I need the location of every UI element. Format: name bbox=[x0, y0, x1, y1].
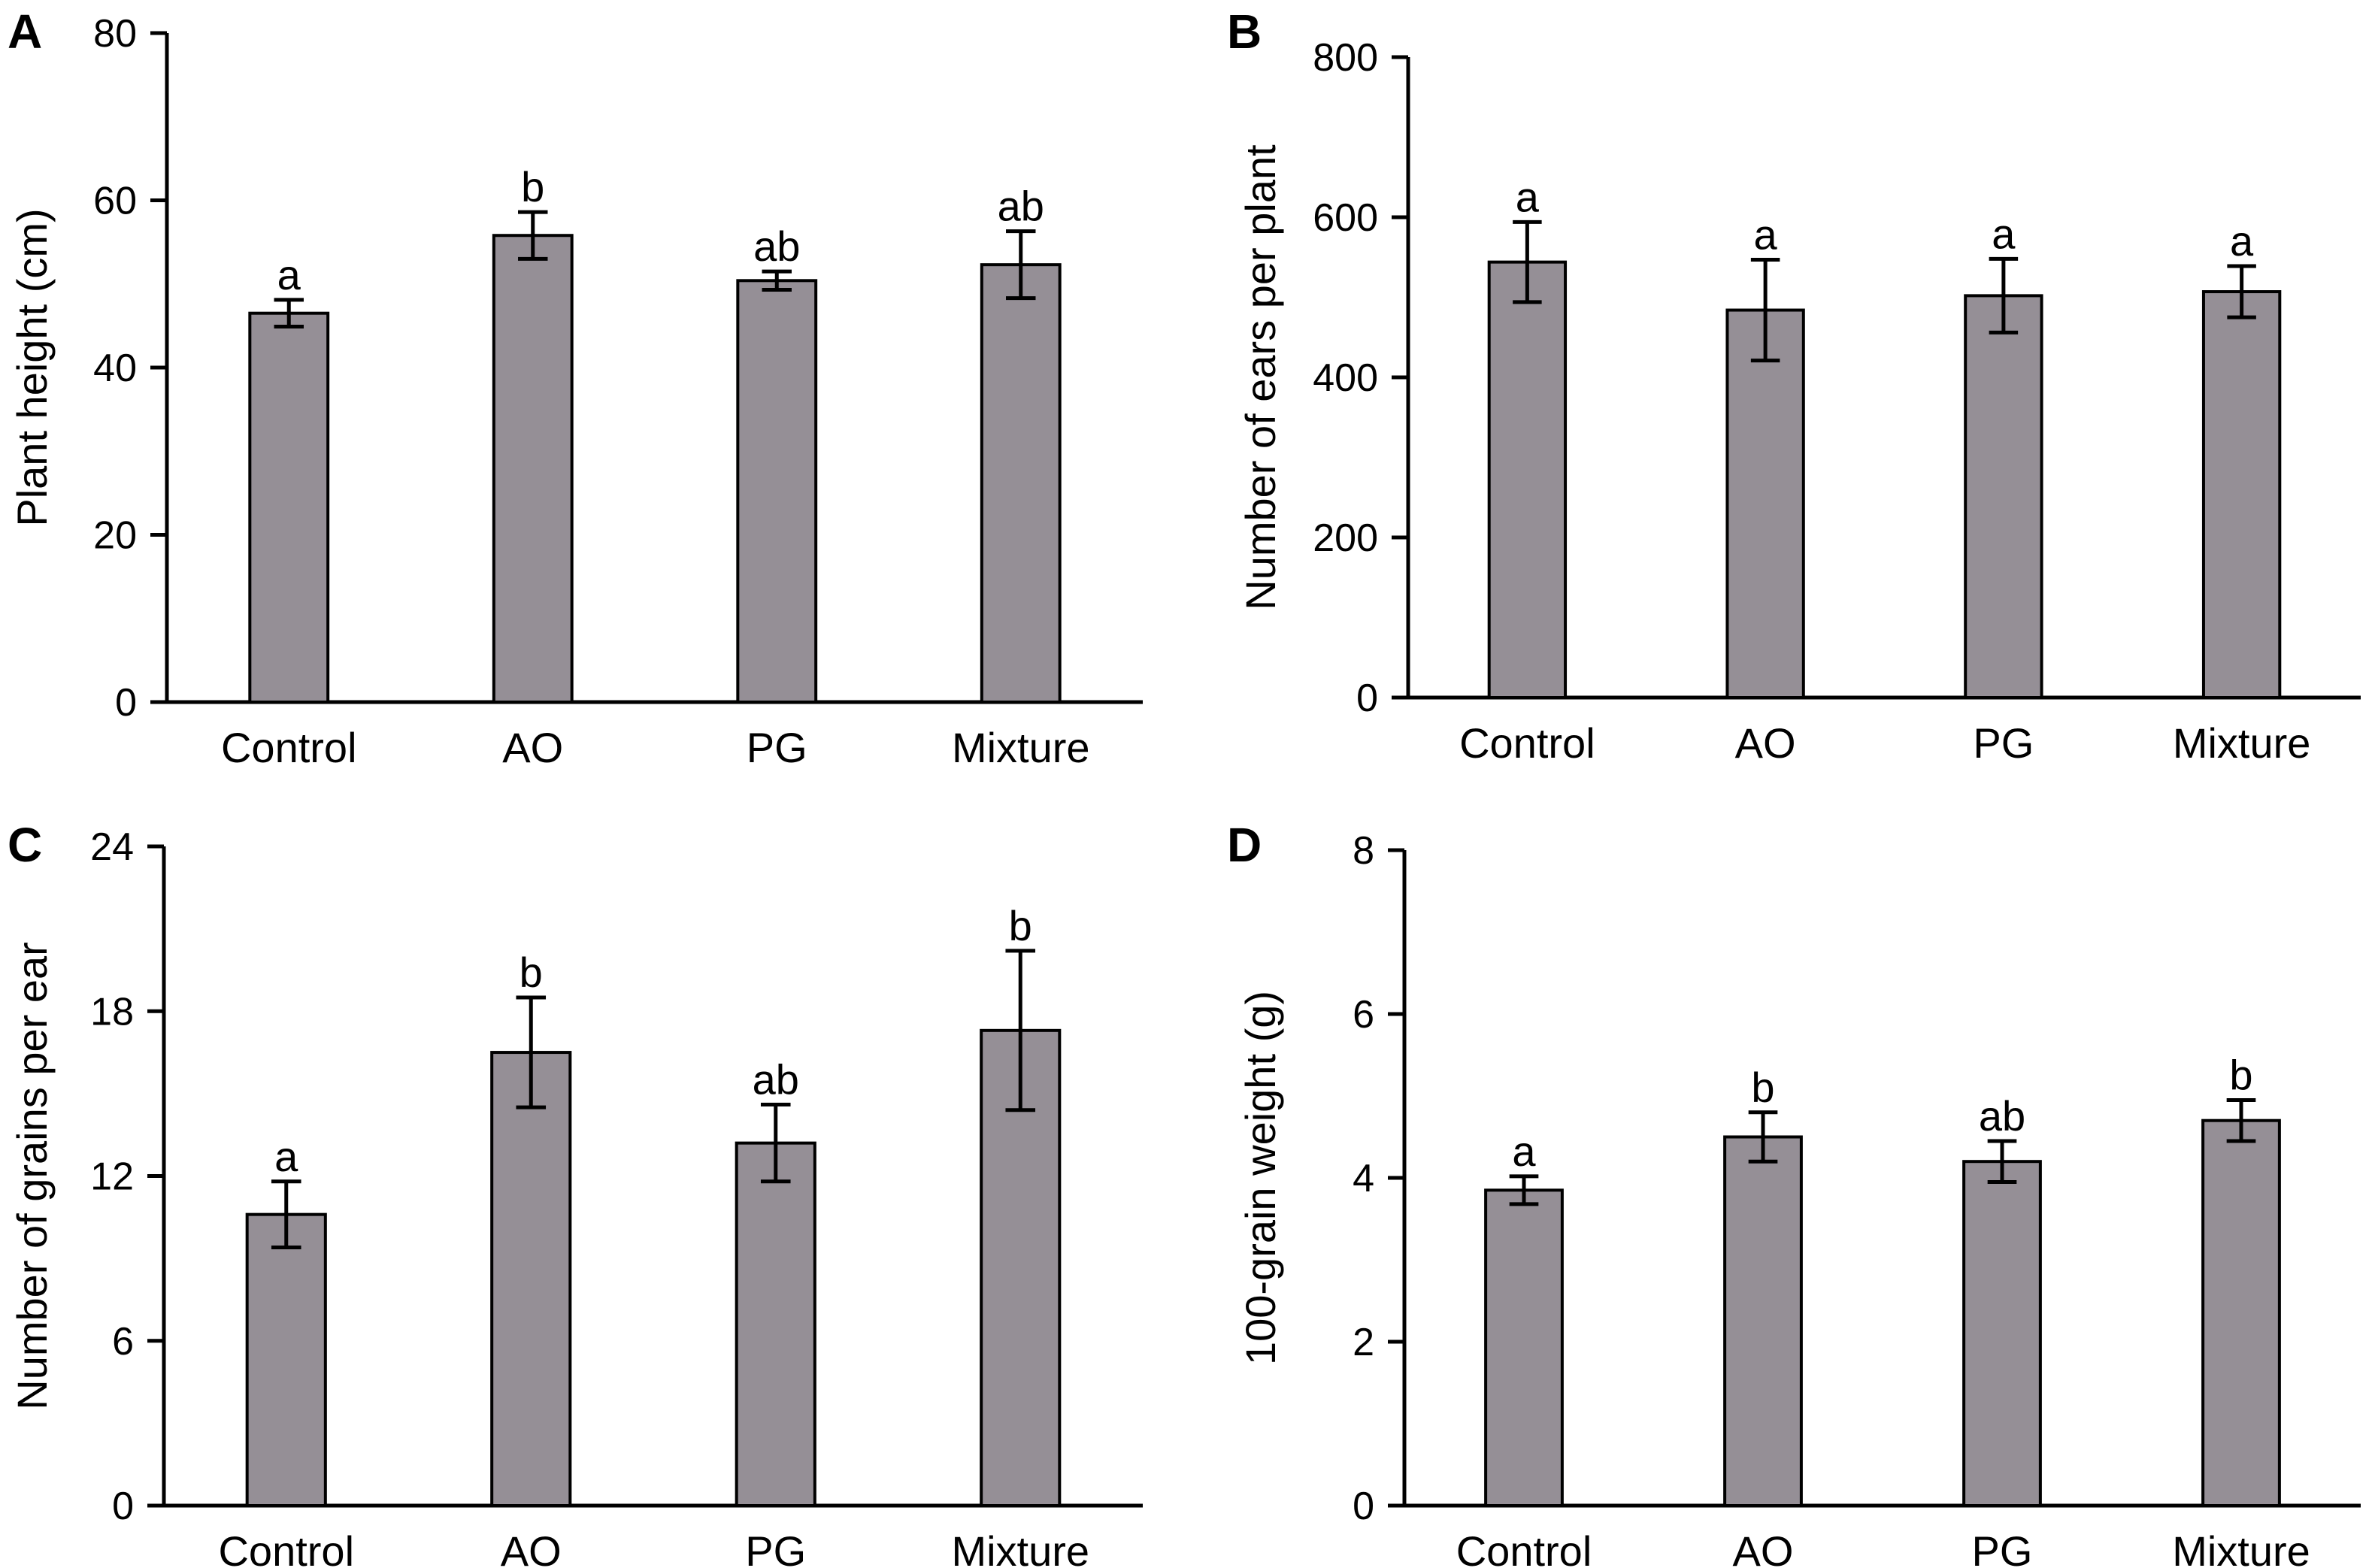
x-tick-label: Control bbox=[218, 1527, 354, 1568]
x-tick-label: Control bbox=[1459, 719, 1595, 767]
significance-label: ab bbox=[1979, 1092, 2025, 1140]
panel-letter: B bbox=[1227, 5, 1262, 59]
y-tick-label: 80 bbox=[93, 12, 137, 56]
y-tick-label: 0 bbox=[1356, 677, 1378, 720]
significance-label: b bbox=[521, 163, 544, 210]
x-tick-label: PG bbox=[1973, 719, 2034, 767]
y-tick-label: 12 bbox=[90, 1155, 134, 1199]
significance-label: b bbox=[2229, 1051, 2252, 1098]
y-tick-label: 20 bbox=[93, 514, 137, 558]
x-tick-label: Mixture bbox=[2172, 1527, 2310, 1568]
y-tick-label: 6 bbox=[112, 1320, 134, 1364]
y-tick-label: 2 bbox=[1353, 1321, 1374, 1364]
y-tick-label: 24 bbox=[90, 825, 134, 869]
bar-control bbox=[248, 311, 330, 704]
significance-label: a bbox=[274, 1133, 298, 1180]
y-axis-title: 100-grain weight (g) bbox=[1237, 991, 1284, 1365]
x-tick-label: Mixture bbox=[951, 1527, 1089, 1568]
x-tick-label: AO bbox=[1733, 1527, 1794, 1568]
panel-letter: A bbox=[8, 5, 42, 59]
bar-pg bbox=[735, 1141, 816, 1508]
y-axis-title: Plant height (cm) bbox=[8, 208, 56, 526]
significance-label: a bbox=[1516, 173, 1540, 220]
x-tick-label: PG bbox=[747, 724, 807, 771]
bar-pg bbox=[1962, 1160, 2042, 1507]
x-tick-label: Mixture bbox=[2173, 719, 2311, 767]
y-tick-label: 0 bbox=[115, 681, 137, 725]
bar-control bbox=[1484, 1188, 1564, 1507]
panel-letter: C bbox=[8, 818, 42, 872]
bar-ao bbox=[1725, 308, 1805, 700]
x-tick-label: PG bbox=[745, 1527, 806, 1568]
x-tick-label: AO bbox=[1735, 719, 1796, 767]
bar-control bbox=[1487, 260, 1568, 699]
panel-letter: D bbox=[1227, 818, 1262, 872]
significance-label: a bbox=[1992, 210, 2016, 257]
significance-label: ab bbox=[998, 183, 1044, 230]
bar-ao bbox=[492, 234, 574, 704]
significance-label: a bbox=[1754, 210, 1778, 258]
bar-control bbox=[245, 1212, 327, 1507]
y-tick-label: 400 bbox=[1313, 356, 1378, 400]
significance-label: b bbox=[1751, 1064, 1774, 1111]
y-tick-label: 60 bbox=[93, 180, 137, 223]
significance-label: ab bbox=[753, 222, 800, 270]
y-tick-label: 6 bbox=[1353, 993, 1374, 1037]
x-tick-label: AO bbox=[501, 1527, 562, 1568]
significance-label: a bbox=[277, 251, 301, 298]
bar-ao bbox=[490, 1051, 572, 1507]
significance-label: b bbox=[520, 949, 543, 996]
y-tick-label: 600 bbox=[1313, 196, 1378, 240]
bar-ao bbox=[1723, 1135, 1803, 1507]
bar-mixture bbox=[2201, 1118, 2281, 1507]
x-tick-label: Control bbox=[221, 724, 357, 771]
bar-mixture bbox=[980, 263, 1062, 704]
significance-label: ab bbox=[753, 1055, 799, 1103]
significance-label: a bbox=[1512, 1128, 1536, 1175]
x-tick-label: PG bbox=[1972, 1527, 2033, 1568]
bar-mixture bbox=[2201, 290, 2282, 700]
x-tick-label: AO bbox=[502, 724, 563, 771]
y-tick-label: 18 bbox=[90, 990, 134, 1034]
bar-mixture bbox=[980, 1028, 1062, 1508]
y-tick-label: 0 bbox=[112, 1485, 134, 1528]
y-tick-label: 800 bbox=[1313, 36, 1378, 80]
y-tick-label: 0 bbox=[1353, 1485, 1374, 1528]
x-tick-label: Control bbox=[1456, 1527, 1592, 1568]
bar-pg bbox=[1964, 294, 2043, 699]
x-tick-label: Mixture bbox=[952, 724, 1090, 771]
bar-pg bbox=[736, 279, 818, 704]
y-tick-label: 4 bbox=[1353, 1157, 1374, 1200]
y-tick-label: 40 bbox=[93, 347, 137, 390]
y-axis-title: Number of grains per ear bbox=[8, 942, 56, 1410]
significance-label: a bbox=[2230, 217, 2254, 265]
y-tick-label: 8 bbox=[1353, 829, 1374, 873]
y-tick-label: 200 bbox=[1313, 516, 1378, 560]
y-axis-title: Number of ears per plant bbox=[1237, 144, 1284, 610]
significance-label: b bbox=[1009, 902, 1032, 949]
